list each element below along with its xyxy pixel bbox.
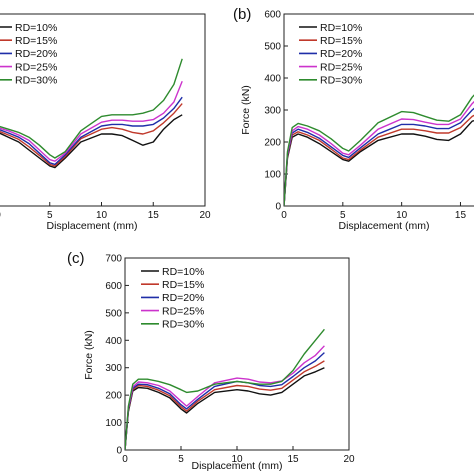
legend: RD=10%RD=15%RD=20%RD=25% RD=30%: [299, 22, 362, 87]
y-tick-label: 100: [105, 418, 122, 429]
series-line-rd-25-: [0, 80, 183, 162]
x-tick-label: 5: [178, 454, 184, 465]
x-tick-label: 5: [47, 210, 53, 221]
chart-panel-b: 0 5 10 15 0 100 200 300 400 500 600 Displacement (m…: [233, 6, 474, 232]
plot-frame: [283, 13, 474, 207]
y-axis-label: Force (kN): [83, 330, 95, 380]
y-tick-label: 100: [264, 170, 281, 181]
x-tick-label: 0: [281, 210, 287, 221]
y-tick-label: 0: [116, 446, 122, 457]
y-tick-label: 400: [105, 336, 122, 347]
series-line-rd-20-: [125, 352, 325, 450]
series-line-rd-25-: [125, 345, 325, 450]
x-tick-label: 20: [199, 210, 211, 221]
legend-entry-label: RD=10%: [15, 22, 57, 34]
x-tick-label: 15: [148, 210, 160, 221]
legend-entry-label: RD=20%: [15, 48, 57, 60]
legend-entry-label: RD=15%: [15, 35, 57, 47]
legend-entry-label: RD=15%: [320, 35, 362, 47]
x-tick-label: 0: [0, 210, 1, 221]
x-tick-label: 20: [343, 454, 355, 465]
x-tick-label: 15: [287, 454, 299, 465]
y-tick-label: 200: [264, 138, 281, 149]
y-tick-label: 400: [264, 74, 281, 85]
x-tick-label: 15: [455, 210, 467, 221]
legend-entry-label: RD=25%: [15, 61, 57, 73]
legend: RD=10%RD=15%RD=20%RD=25% RD=30%: [141, 266, 204, 331]
y-tick-label: 500: [105, 308, 122, 319]
series-line-rd-25-: [284, 100, 474, 206]
chart-panel-c: 0 5 10 15 200100200300400500600700Displaceme…: [67, 250, 355, 472]
x-axis-label: Displacement (mm): [46, 220, 137, 232]
x-tick-label: 10: [396, 210, 408, 221]
x-axis-label: Displacement (mm): [191, 460, 282, 472]
legend-entry-label: RD=25%: [162, 305, 204, 317]
legend-entry-label: RD=30%: [162, 319, 204, 331]
series-line-rd-10-: [0, 114, 183, 169]
plot-frame: [124, 257, 350, 451]
y-tick-label: 300: [105, 363, 122, 374]
y-tick-label: 0: [275, 202, 281, 213]
series-line-rd-15-: [125, 360, 325, 450]
y-tick-label: 300: [264, 106, 281, 117]
legend-entry-label: RD=20%: [320, 48, 362, 60]
y-tick-label: 500: [264, 42, 281, 53]
series-line-rd-10-: [125, 367, 325, 450]
y-tick-label: 600: [105, 281, 122, 292]
y-tick-label: 600: [264, 10, 281, 21]
series-line-rd-15-: [284, 114, 474, 206]
legend: RD=10%RD=15%RD=20%RD=25% RD=30%: [0, 22, 57, 87]
panel-label: (b): [233, 6, 251, 23]
y-tick-label: 200: [105, 391, 122, 402]
series-line-rd-10-: [284, 119, 474, 206]
legend-entry-label: RD=15%: [162, 279, 204, 291]
series-line-rd-30-: [0, 58, 183, 159]
x-axis-label: Displacement (mm): [338, 220, 429, 232]
y-axis-label: Force (kN): [240, 85, 252, 135]
series-line-rd-15-: [0, 103, 183, 167]
legend-entry-label: RD=30%: [320, 75, 362, 87]
legend-entry-label: RD=25%: [320, 61, 362, 73]
panel-label: (c): [67, 250, 85, 267]
legend-entry-label: RD=20%: [162, 292, 204, 304]
legend-entry-label: RD=10%: [320, 22, 362, 34]
y-tick-label: 700: [105, 254, 122, 265]
x-tick-label: 0: [122, 454, 128, 465]
series-line-rd-20-: [0, 96, 183, 166]
series-line-rd-20-: [284, 107, 474, 206]
x-tick-label: 10: [96, 210, 108, 221]
series-line-rd-30-: [284, 94, 474, 206]
legend-entry-label: RD=30%: [15, 75, 57, 87]
x-tick-label: 5: [340, 210, 346, 221]
x-tick-label: 10: [231, 454, 243, 465]
chart-panel-a: 05101520Displacement (mm)RD=10%RD=15%RD=…: [0, 13, 211, 232]
series-line-rd-30-: [125, 328, 325, 450]
legend-entry-label: RD=10%: [162, 266, 204, 278]
